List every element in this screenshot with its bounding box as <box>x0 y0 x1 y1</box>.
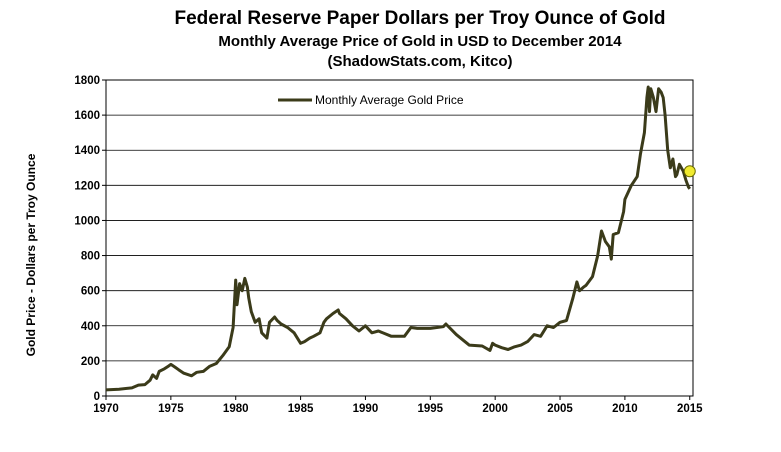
plot-area: 0 200 400 600 800 1000 1200 1400 1600 1800 1970 197… <box>74 75 703 415</box>
x-tick-label: 2015 <box>677 403 703 415</box>
y-tick-label: 600 <box>81 286 100 298</box>
y-tick-label: 1800 <box>74 75 100 87</box>
x-tick-label: 2000 <box>482 403 508 415</box>
y-tick-label: 1400 <box>74 145 100 157</box>
x-tick-label: 1980 <box>223 403 249 415</box>
plot-frame <box>105 79 694 397</box>
y-tick-label: 1000 <box>74 215 100 227</box>
x-tick-label: 1995 <box>418 403 444 415</box>
x-tick-label: 1990 <box>353 403 379 415</box>
y-tick-label: 0 <box>94 391 100 403</box>
latest-value-marker <box>683 165 696 178</box>
y-tick-label: 1600 <box>74 110 100 122</box>
chart-source: (ShadowStats.com, Kitco) <box>327 53 512 70</box>
legend-label: Monthly Average Gold Price <box>315 93 464 107</box>
x-tick-label: 1985 <box>288 403 314 415</box>
x-tick-label: 2005 <box>547 403 573 415</box>
y-tick-label: 200 <box>81 356 100 368</box>
y-tick-label: 800 <box>81 251 100 263</box>
chart-subtitle: Monthly Average Price of Gold in USD to … <box>218 33 622 50</box>
x-tick-label: 2010 <box>612 403 638 415</box>
y-tick-label: 1200 <box>74 180 100 192</box>
y-tick-label: 400 <box>81 321 100 333</box>
x-tick-label: 1975 <box>158 403 184 415</box>
chart-title: Federal Reserve Paper Dollars per Troy O… <box>174 8 665 29</box>
x-tick-label: 1970 <box>93 403 119 415</box>
y-axis-label: Gold Price - Dollars per Troy Ounce <box>24 153 38 356</box>
series-line-gold-price <box>105 85 691 392</box>
